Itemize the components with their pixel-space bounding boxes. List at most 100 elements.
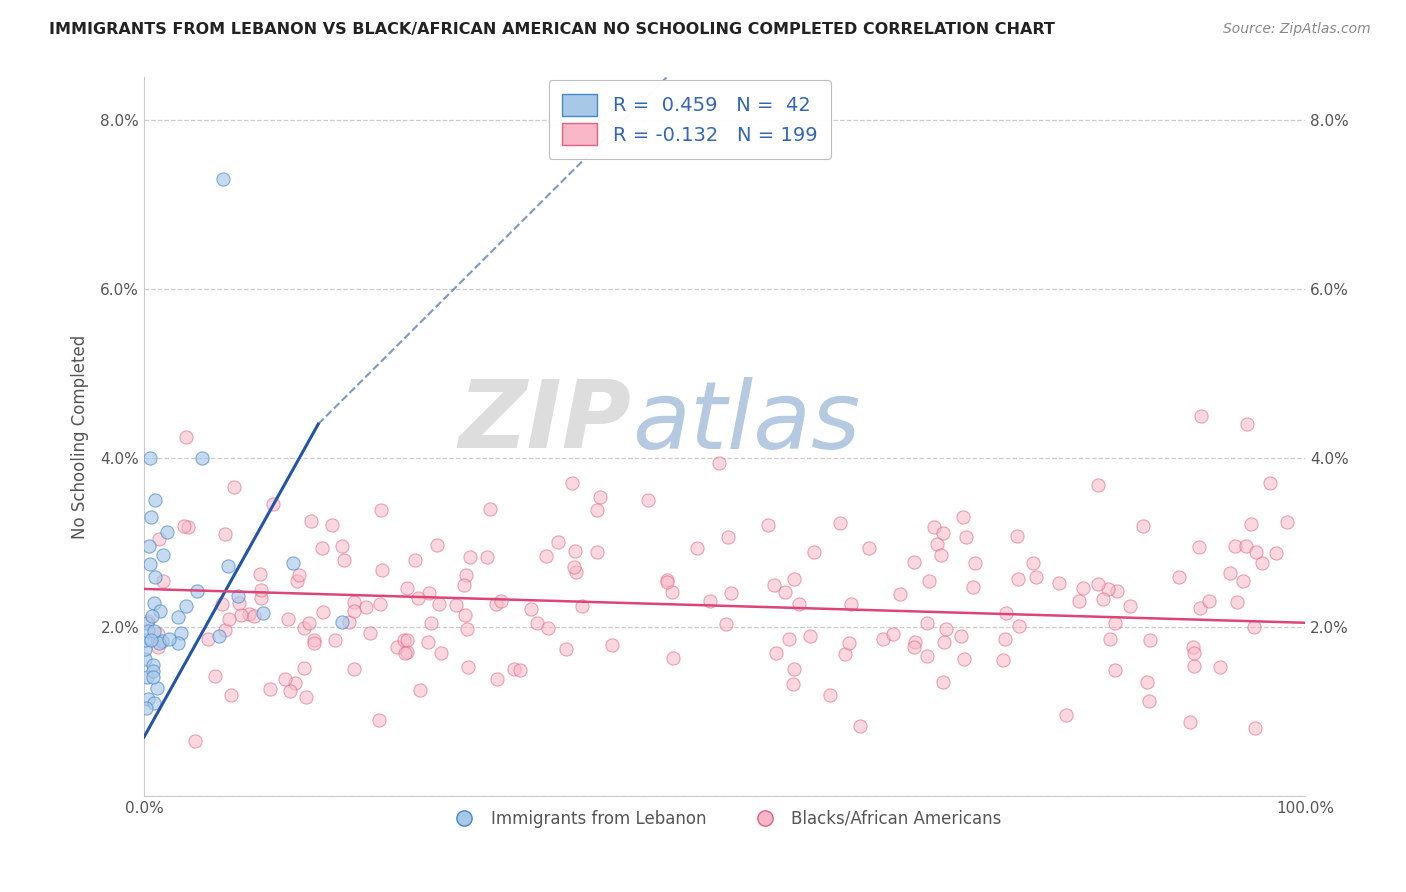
Point [142,665,165,679]
Point [143,624,166,639]
Point [508,663,530,677]
Point [904,634,927,648]
Point [146,681,169,695]
Point [249,566,271,581]
Point [485,672,508,686]
Point [238,607,260,622]
Point [139,632,162,647]
Point [231,608,253,623]
Point [174,599,197,613]
Point [657,573,679,587]
Point [454,607,477,622]
Point [1091,591,1114,606]
Point [1087,478,1109,492]
Point [138,692,160,706]
Point [962,580,984,594]
Point [1021,556,1043,570]
Point [426,537,449,551]
Point [321,518,343,533]
Point [418,586,440,600]
Point [292,661,315,675]
Point [142,657,165,672]
Point [830,516,852,531]
Point [1137,694,1160,708]
Point [1189,409,1212,423]
Point [1265,546,1288,560]
Point [136,670,159,684]
Point [311,541,333,555]
Point [839,597,862,611]
Point [564,544,586,558]
Point [589,490,612,504]
Point [834,647,856,661]
Point [156,524,179,539]
Point [404,553,426,567]
Point [1219,566,1241,581]
Point [302,635,325,649]
Point [197,632,219,646]
Point [934,635,956,649]
Point [699,594,721,608]
Y-axis label: No Schooling Completed: No Schooling Completed [72,334,89,539]
Point [502,661,524,675]
Point [756,518,779,533]
Point [485,598,508,612]
Point [337,615,360,630]
Point [1189,601,1212,615]
Point [475,549,498,564]
Point [1232,574,1254,588]
Point [858,541,880,555]
Point [262,497,284,511]
Point [526,616,548,631]
Point [166,610,188,624]
Point [489,594,512,608]
Point [134,633,156,648]
Point [139,557,162,571]
Point [1105,584,1128,599]
Point [208,629,231,643]
Point [1098,632,1121,646]
Point [152,574,174,589]
Point [709,456,731,470]
Point [686,541,709,556]
Point [430,646,453,660]
Point [302,633,325,648]
Point [1067,593,1090,607]
Point [963,557,986,571]
Point [250,583,273,598]
Point [478,501,501,516]
Point [1188,540,1211,554]
Point [1087,577,1109,591]
Point [136,615,159,630]
Point [218,612,240,626]
Text: IMMIGRANTS FROM LEBANON VS BLACK/AFRICAN AMERICAN NO SCHOOLING COMPLETED CORRELA: IMMIGRANTS FROM LEBANON VS BLACK/AFRICAN… [49,22,1054,37]
Point [1047,575,1070,590]
Point [368,597,391,611]
Point [547,534,569,549]
Point [1025,570,1047,584]
Point [915,615,938,630]
Point [343,604,366,618]
Point [1182,647,1205,661]
Point [176,430,198,444]
Point [783,662,806,676]
Point [1223,539,1246,553]
Point [394,632,416,647]
Point [454,568,477,582]
Point [1097,582,1119,597]
Point [142,696,165,710]
Point [918,574,941,588]
Point [637,493,659,508]
Point [142,596,165,610]
Point [150,634,173,648]
Point [387,640,409,655]
Point [217,559,239,574]
Point [243,608,266,623]
Point [292,622,315,636]
Point [177,520,200,534]
Point [922,520,945,534]
Point [935,622,957,636]
Point [561,475,583,490]
Point [655,575,678,590]
Point [932,674,955,689]
